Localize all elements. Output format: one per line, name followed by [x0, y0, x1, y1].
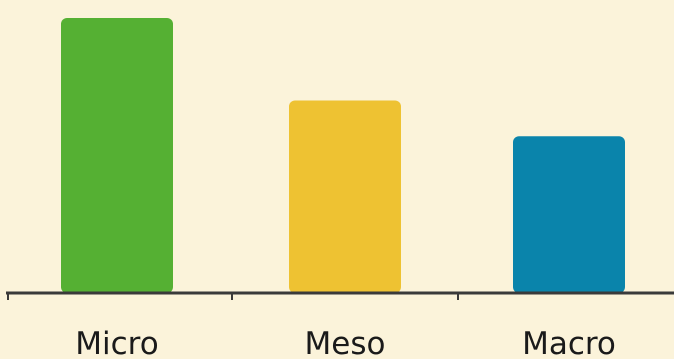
bar-meso — [289, 100, 401, 293]
x-axis-tick-labels: Micro Meso Macro — [75, 326, 616, 359]
tick-label-meso: Meso — [305, 326, 386, 359]
x-axis-ticks — [7, 293, 459, 300]
bar-micro — [61, 18, 173, 293]
bar-macro — [513, 136, 625, 293]
bars-group — [61, 18, 625, 293]
tick-label-macro: Macro — [522, 326, 616, 359]
tick-label-micro: Micro — [75, 326, 158, 359]
